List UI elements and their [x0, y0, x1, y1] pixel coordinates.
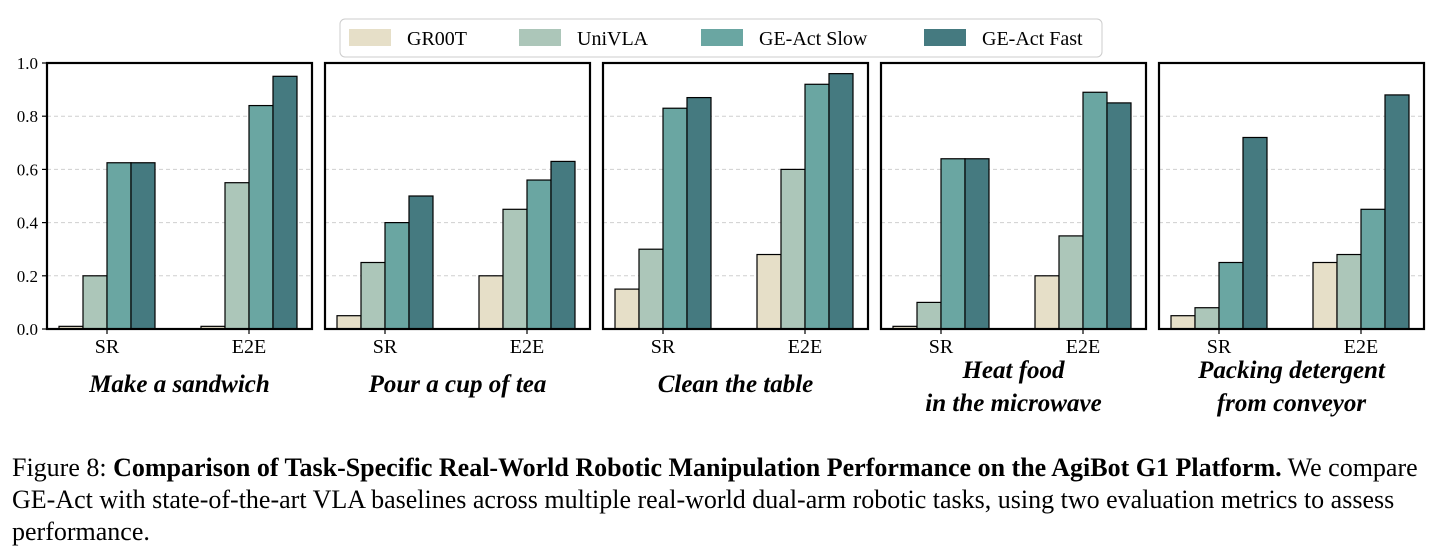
bar-ge-act-fast-sr: [1242, 136, 1268, 330]
bar-univla-e2e: [224, 182, 250, 330]
y-tick-label: 0.0: [17, 320, 38, 339]
bar-gr00t-e2e: [756, 253, 782, 330]
bar-ge-act-slow-e2e: [526, 179, 552, 330]
panel-1: SR E2E 0.0 0.2 0.4 0.6 0.8 1.0 Make a sandwich: [17, 54, 314, 398]
bar-gr00t-e2e: [478, 275, 504, 330]
bar-ge-act-fast-e2e: [550, 160, 576, 330]
x-tick-label: SR: [373, 336, 398, 358]
legend: GR00T UniVLA GE-Act Slow GE-Act Fast: [339, 18, 1103, 58]
y-tick-label: 1.0: [17, 54, 38, 73]
caption-body: We compare GE-Act with state-of-the-art …: [12, 453, 1418, 546]
x-tick-label: E2E: [1344, 336, 1378, 358]
bar-ge-act-fast-sr: [964, 158, 990, 330]
panel-title: from conveyor: [1217, 390, 1367, 417]
figure-caption: Figure 8: Comparison of Task-Specific Re…: [12, 452, 1436, 548]
bar-chart: GR00T UniVLA GE-Act Slow GE-Act Fast SR E2E 0.…: [17, 18, 1426, 417]
bar-univla-sr: [916, 301, 942, 330]
figure: GR00T UniVLA GE-Act Slow GE-Act Fast SR E2E 0.…: [17, 18, 1426, 417]
bar-gr00t-sr: [614, 288, 640, 330]
x-tick-label: E2E: [510, 336, 544, 358]
bar-ge-act-fast-e2e: [1106, 102, 1132, 330]
bar-ge-act-slow-sr: [662, 107, 688, 330]
caption-title: Comparison of Task-Specific Real-World R…: [113, 453, 1282, 482]
bar-ge-act-fast-sr: [130, 162, 156, 330]
bar-gr00t-e2e: [1034, 275, 1060, 330]
x-tick-label: E2E: [788, 336, 822, 358]
bar-univla-sr: [360, 261, 386, 330]
legend-swatch: [519, 29, 561, 46]
legend-label: GE-Act Slow: [759, 28, 868, 50]
legend-label: GR00T: [407, 28, 467, 50]
panel-frame: [323, 61, 592, 331]
y-tick-label: 0.8: [17, 107, 38, 126]
bar-gr00t-e2e: [1312, 261, 1338, 330]
bar-ge-act-slow-sr: [106, 162, 132, 330]
panel-3: SR E2E Clean the table: [601, 61, 870, 398]
bar-ge-act-fast-sr: [686, 96, 712, 330]
bar-univla-e2e: [502, 208, 528, 330]
bar-univla-sr: [82, 275, 108, 330]
panel-title: Packing detergent: [1197, 357, 1386, 384]
x-tick-label: E2E: [1066, 336, 1100, 358]
bar-ge-act-fast-e2e: [828, 73, 854, 330]
bar-ge-act-slow-e2e: [1082, 91, 1108, 330]
x-tick-label: SR: [929, 336, 954, 358]
legend-swatch: [349, 29, 391, 46]
bar-ge-act-slow-sr: [940, 158, 966, 330]
bar-univla-e2e: [1058, 235, 1084, 330]
panel-2: SR E2E Pour a cup of tea: [323, 61, 592, 398]
bar-ge-act-slow-e2e: [804, 83, 830, 330]
bar-univla-e2e: [780, 168, 806, 330]
panel-title: in the microwave: [925, 390, 1101, 417]
legend-swatch: [701, 29, 743, 46]
bar-gr00t-sr: [1170, 315, 1196, 330]
caption-label: Figure 8:: [12, 453, 114, 482]
bar-ge-act-slow-e2e: [248, 104, 274, 330]
bar-ge-act-slow-sr: [384, 222, 410, 330]
panel-frame: [879, 61, 1148, 331]
panel-frame: [1157, 61, 1426, 331]
bar-ge-act-slow-sr: [1218, 261, 1244, 330]
bar-univla-e2e: [1336, 253, 1362, 330]
bar-univla-sr: [638, 248, 664, 330]
y-tick-label: 0.4: [17, 214, 39, 233]
bar-ge-act-fast-e2e: [272, 75, 298, 330]
panel-frame: [601, 61, 870, 331]
bar-ge-act-fast-e2e: [1384, 94, 1410, 330]
x-tick-label: SR: [651, 336, 676, 358]
bar-ge-act-fast-sr: [408, 195, 434, 330]
legend-swatch: [924, 29, 966, 46]
panel-title: Clean the table: [658, 371, 814, 398]
y-tick-label: 0.2: [17, 267, 38, 286]
panel-title: Heat food: [961, 357, 1065, 384]
panel-title: Make a sandwich: [88, 371, 270, 398]
bar-gr00t-sr: [336, 315, 362, 330]
x-tick-label: SR: [95, 336, 120, 358]
panel-frame: [45, 61, 314, 331]
x-tick-label: E2E: [232, 336, 266, 358]
x-tick-label: SR: [1207, 336, 1232, 358]
legend-label: GE-Act Fast: [982, 28, 1083, 50]
legend-label: UniVLA: [577, 28, 649, 50]
bar-ge-act-slow-e2e: [1360, 208, 1386, 330]
panel-title: Pour a cup of tea: [368, 371, 547, 398]
y-tick-label: 0.6: [17, 160, 38, 179]
bar-univla-sr: [1194, 307, 1220, 330]
